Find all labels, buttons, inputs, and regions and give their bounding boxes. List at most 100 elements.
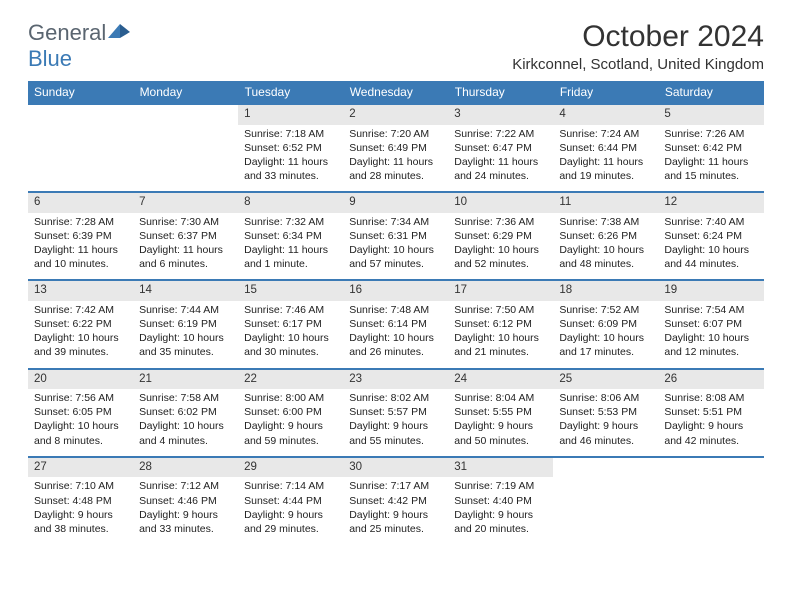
day-number-cell: 4 bbox=[553, 104, 658, 125]
day-line: Sunset: 6:24 PM bbox=[664, 229, 757, 243]
day-data-cell bbox=[658, 477, 763, 544]
day-line: Sunset: 6:00 PM bbox=[244, 405, 337, 419]
day-header: Sunday bbox=[28, 81, 133, 104]
day-line: Sunrise: 7:54 AM bbox=[664, 303, 757, 317]
day-header-row: Sunday Monday Tuesday Wednesday Thursday… bbox=[28, 81, 764, 104]
day-line: Daylight: 9 hours bbox=[34, 508, 127, 522]
day-number-cell: 20 bbox=[28, 369, 133, 390]
day-line: Daylight: 9 hours bbox=[244, 508, 337, 522]
day-line: Sunrise: 7:56 AM bbox=[34, 391, 127, 405]
day-data-cell: Sunrise: 7:32 AMSunset: 6:34 PMDaylight:… bbox=[238, 213, 343, 281]
day-line: Sunrise: 8:02 AM bbox=[349, 391, 442, 405]
data-row: Sunrise: 7:28 AMSunset: 6:39 PMDaylight:… bbox=[28, 213, 764, 281]
day-line: Daylight: 9 hours bbox=[349, 508, 442, 522]
day-line: Sunset: 5:55 PM bbox=[454, 405, 547, 419]
day-number-cell: 2 bbox=[343, 104, 448, 125]
day-data-cell: Sunrise: 7:50 AMSunset: 6:12 PMDaylight:… bbox=[448, 301, 553, 369]
day-line: Sunset: 5:53 PM bbox=[559, 405, 652, 419]
day-line: Sunrise: 8:08 AM bbox=[664, 391, 757, 405]
day-line: Sunrise: 7:48 AM bbox=[349, 303, 442, 317]
day-line: Sunset: 6:22 PM bbox=[34, 317, 127, 331]
day-number-cell: 23 bbox=[343, 369, 448, 390]
day-line: Daylight: 10 hours bbox=[454, 243, 547, 257]
day-data-cell: Sunrise: 7:18 AMSunset: 6:52 PMDaylight:… bbox=[238, 125, 343, 193]
day-line: Sunrise: 7:32 AM bbox=[244, 215, 337, 229]
day-line: Daylight: 11 hours bbox=[244, 155, 337, 169]
day-data-cell: Sunrise: 7:10 AMSunset: 4:48 PMDaylight:… bbox=[28, 477, 133, 544]
location: Kirkconnel, Scotland, United Kingdom bbox=[512, 56, 764, 73]
day-line: and 52 minutes. bbox=[454, 257, 547, 271]
day-line: Sunset: 5:57 PM bbox=[349, 405, 442, 419]
day-number-cell: 30 bbox=[343, 457, 448, 478]
day-line: Sunset: 4:40 PM bbox=[454, 494, 547, 508]
day-data-cell: Sunrise: 8:00 AMSunset: 6:00 PMDaylight:… bbox=[238, 389, 343, 457]
data-row: Sunrise: 7:56 AMSunset: 6:05 PMDaylight:… bbox=[28, 389, 764, 457]
day-data-cell: Sunrise: 7:24 AMSunset: 6:44 PMDaylight:… bbox=[553, 125, 658, 193]
day-line: Sunrise: 7:19 AM bbox=[454, 479, 547, 493]
day-data-cell: Sunrise: 8:04 AMSunset: 5:55 PMDaylight:… bbox=[448, 389, 553, 457]
day-line: and 1 minute. bbox=[244, 257, 337, 271]
day-line: Daylight: 9 hours bbox=[559, 419, 652, 433]
logo-text: General Blue bbox=[28, 20, 130, 72]
day-line: Daylight: 11 hours bbox=[664, 155, 757, 169]
day-line: Daylight: 9 hours bbox=[349, 419, 442, 433]
day-number-cell: 27 bbox=[28, 457, 133, 478]
day-data-cell: Sunrise: 7:52 AMSunset: 6:09 PMDaylight:… bbox=[553, 301, 658, 369]
day-line: Sunrise: 7:34 AM bbox=[349, 215, 442, 229]
day-line: Daylight: 10 hours bbox=[559, 331, 652, 345]
day-line: Sunrise: 7:36 AM bbox=[454, 215, 547, 229]
day-line: Sunset: 6:12 PM bbox=[454, 317, 547, 331]
day-data-cell: Sunrise: 7:28 AMSunset: 6:39 PMDaylight:… bbox=[28, 213, 133, 281]
day-data-cell: Sunrise: 7:42 AMSunset: 6:22 PMDaylight:… bbox=[28, 301, 133, 369]
day-number-cell: 16 bbox=[343, 280, 448, 301]
header: General Blue October 2024 Kirkconnel, Sc… bbox=[28, 20, 764, 73]
day-header: Tuesday bbox=[238, 81, 343, 104]
day-line: Sunrise: 7:12 AM bbox=[139, 479, 232, 493]
day-header: Thursday bbox=[448, 81, 553, 104]
day-line: Sunrise: 7:20 AM bbox=[349, 127, 442, 141]
day-number-cell: 7 bbox=[133, 192, 238, 213]
day-number-cell: 29 bbox=[238, 457, 343, 478]
day-line: Daylight: 9 hours bbox=[244, 419, 337, 433]
day-number-cell: 3 bbox=[448, 104, 553, 125]
title-block: October 2024 Kirkconnel, Scotland, Unite… bbox=[512, 20, 764, 73]
day-line: Sunset: 6:19 PM bbox=[139, 317, 232, 331]
day-line: Sunrise: 7:22 AM bbox=[454, 127, 547, 141]
day-line: Sunrise: 7:18 AM bbox=[244, 127, 337, 141]
day-line: and 33 minutes. bbox=[244, 169, 337, 183]
day-number-cell: 28 bbox=[133, 457, 238, 478]
day-line: Daylight: 11 hours bbox=[454, 155, 547, 169]
logo-text-1: General bbox=[28, 20, 106, 45]
day-data-cell: Sunrise: 7:12 AMSunset: 4:46 PMDaylight:… bbox=[133, 477, 238, 544]
day-line: and 38 minutes. bbox=[34, 522, 127, 536]
month-title: October 2024 bbox=[512, 20, 764, 54]
day-data-cell: Sunrise: 7:34 AMSunset: 6:31 PMDaylight:… bbox=[343, 213, 448, 281]
day-line: and 19 minutes. bbox=[559, 169, 652, 183]
day-line: and 12 minutes. bbox=[664, 345, 757, 359]
day-line: Sunrise: 7:30 AM bbox=[139, 215, 232, 229]
day-data-cell bbox=[133, 125, 238, 193]
day-data-cell: Sunrise: 7:40 AMSunset: 6:24 PMDaylight:… bbox=[658, 213, 763, 281]
day-number-cell: 13 bbox=[28, 280, 133, 301]
day-line: and 24 minutes. bbox=[454, 169, 547, 183]
data-row: Sunrise: 7:42 AMSunset: 6:22 PMDaylight:… bbox=[28, 301, 764, 369]
day-number-cell: 9 bbox=[343, 192, 448, 213]
day-number-cell: 31 bbox=[448, 457, 553, 478]
day-line: Sunset: 6:07 PM bbox=[664, 317, 757, 331]
day-line: and 21 minutes. bbox=[454, 345, 547, 359]
day-line: and 48 minutes. bbox=[559, 257, 652, 271]
day-data-cell: Sunrise: 7:17 AMSunset: 4:42 PMDaylight:… bbox=[343, 477, 448, 544]
day-line: and 30 minutes. bbox=[244, 345, 337, 359]
day-data-cell: Sunrise: 7:54 AMSunset: 6:07 PMDaylight:… bbox=[658, 301, 763, 369]
day-line: Sunrise: 7:46 AM bbox=[244, 303, 337, 317]
day-line: Sunset: 6:34 PM bbox=[244, 229, 337, 243]
day-line: Daylight: 10 hours bbox=[244, 331, 337, 345]
day-line: Daylight: 11 hours bbox=[559, 155, 652, 169]
day-line: Sunset: 6:29 PM bbox=[454, 229, 547, 243]
day-line: Sunrise: 8:00 AM bbox=[244, 391, 337, 405]
day-number-cell: 24 bbox=[448, 369, 553, 390]
day-line: and 57 minutes. bbox=[349, 257, 442, 271]
day-line: Sunrise: 7:10 AM bbox=[34, 479, 127, 493]
day-line: Sunset: 6:42 PM bbox=[664, 141, 757, 155]
day-data-cell: Sunrise: 7:26 AMSunset: 6:42 PMDaylight:… bbox=[658, 125, 763, 193]
